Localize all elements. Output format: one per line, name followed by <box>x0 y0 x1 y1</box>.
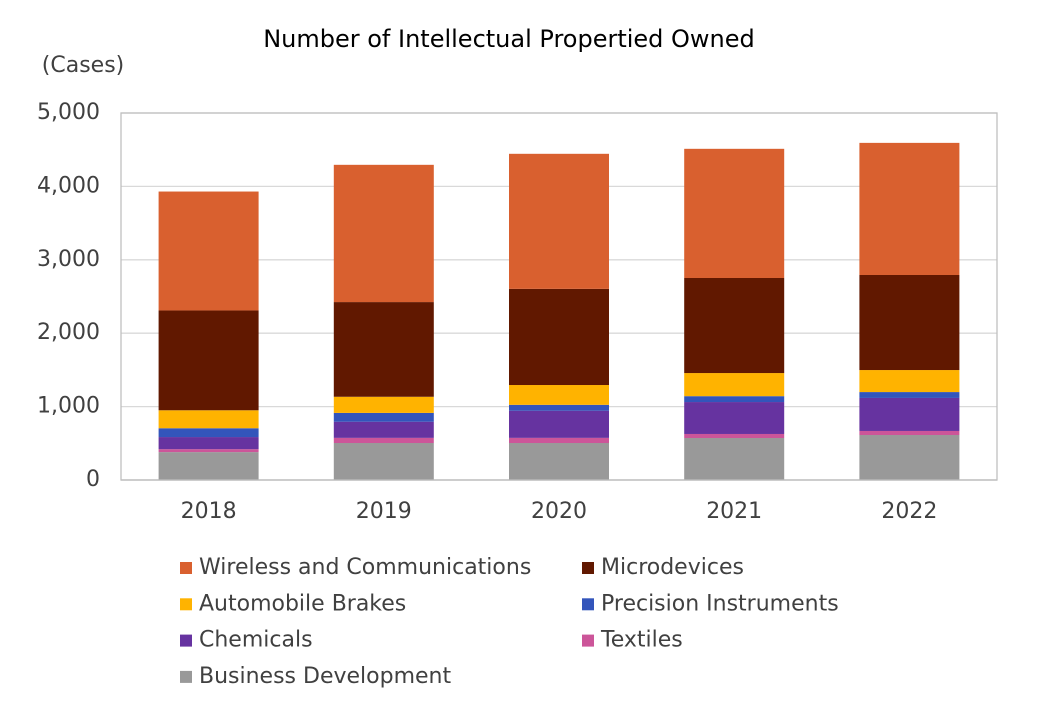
legend-swatch <box>180 634 192 647</box>
legend-swatch <box>180 670 192 683</box>
bar-segment <box>509 443 609 480</box>
bar-segment <box>333 443 434 480</box>
bar-segment <box>333 437 434 444</box>
bar-segment <box>333 421 434 438</box>
legend-label: Textiles <box>600 628 683 653</box>
bar-segment <box>509 437 609 444</box>
y-tick-label: 5,000 <box>37 100 100 125</box>
legend-swatch <box>582 598 594 611</box>
bar-segment <box>859 392 960 398</box>
bar-segment <box>859 274 960 371</box>
x-tick-label: 2020 <box>531 499 587 524</box>
bar-segment <box>859 430 960 436</box>
bar-segment <box>859 370 960 393</box>
bar-segment <box>684 373 785 397</box>
y-axis-label: (Cases) <box>42 53 124 78</box>
bar-segment <box>684 278 785 374</box>
legend-label: Wireless and Communications <box>199 555 531 580</box>
x-tick-label: 2018 <box>181 499 237 524</box>
bar-segment <box>859 142 960 275</box>
bar-segment <box>509 385 609 405</box>
legend-label: Automobile Brakes <box>199 591 406 616</box>
x-tick-label: 2021 <box>706 499 762 524</box>
bar-segment <box>158 310 259 411</box>
bar-segment <box>333 412 434 422</box>
x-tick-label: 2022 <box>881 499 937 524</box>
bar-segment <box>684 402 785 434</box>
legend-swatch <box>582 562 594 574</box>
legend-label: Microdevices <box>601 555 744 580</box>
bar-segment <box>684 396 785 403</box>
y-tick-label: 4,000 <box>37 173 100 198</box>
legend-swatch <box>180 562 192 574</box>
bar-segment <box>684 433 785 439</box>
x-tick-label: 2019 <box>356 499 412 524</box>
bar-segment <box>333 302 434 397</box>
bar-segment <box>158 191 259 311</box>
bar-segment <box>333 396 434 413</box>
bar-segment <box>509 410 609 438</box>
bar-segment <box>333 164 434 303</box>
bar-segment <box>509 153 609 289</box>
bar-segment <box>158 437 259 450</box>
bar-segment <box>158 452 259 480</box>
bar-segment <box>859 435 960 480</box>
y-tick-label: 1,000 <box>37 394 100 419</box>
bar-segment <box>684 148 785 279</box>
bar-segment <box>509 404 609 411</box>
y-tick-label: 2,000 <box>37 320 100 345</box>
bar-segment <box>158 428 259 438</box>
bar-segment <box>158 410 259 429</box>
chart-title: Number of Intellectual Propertied Owned <box>263 25 755 53</box>
bar-segment <box>859 397 960 431</box>
y-tick-label: 3,000 <box>37 247 100 272</box>
legend-swatch <box>582 634 594 647</box>
y-tick-label: 0 <box>86 467 100 492</box>
legend-label: Business Development <box>199 664 451 689</box>
bar-segment <box>684 438 785 480</box>
bar-segment <box>158 449 259 453</box>
legend-swatch <box>180 598 192 611</box>
legend-label: Precision Instruments <box>601 591 839 616</box>
bar-segment <box>509 288 609 386</box>
legend-label: Chemicals <box>199 628 313 653</box>
